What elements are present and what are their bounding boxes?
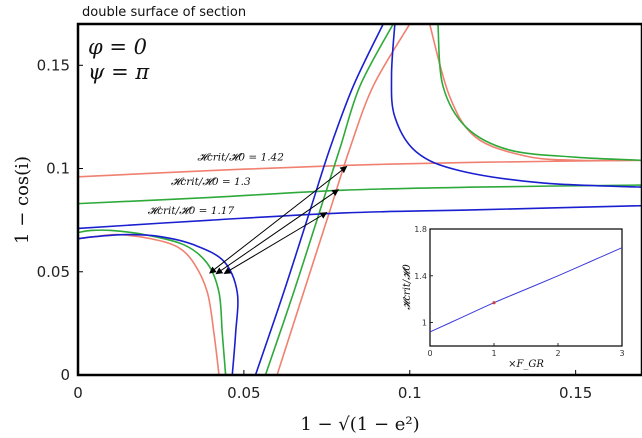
inset-x-tick-label: 2 <box>555 349 560 358</box>
inset-y-tick-label: 1.8 <box>414 225 427 234</box>
series-2-top-right-line <box>390 24 642 188</box>
y-tick-label: 0.15 <box>37 56 70 74</box>
curve-labels: 𝓗crit/𝓗0 = 1.42 𝓗crit/𝓗0 = 1.3 𝓗crit/𝓗0 = … <box>148 151 285 217</box>
x-tick-label: 0.15 <box>559 384 592 402</box>
series-0-diagonal-line <box>276 24 411 375</box>
y-axis-label: 1 − cos(i) <box>12 156 33 244</box>
x-axis-label: 1 − √(1 − e²) <box>300 414 419 435</box>
inset-x-tick-label: 1 <box>491 349 496 358</box>
y-tick-label: 0.1 <box>46 160 70 178</box>
series-1-diagonal-line <box>264 24 394 375</box>
inset-x-label: ×F_GR <box>508 359 544 370</box>
figure-title: double surface of section <box>82 5 246 20</box>
inset-y-tick-label: 1.4 <box>414 272 427 281</box>
curve-label-2: 𝓗crit/𝓗0 = 1.17 <box>148 205 235 217</box>
series-1-separatrix-line <box>78 184 642 205</box>
x-tick-label: 0.05 <box>227 384 260 402</box>
double-arrow-1 <box>215 189 340 275</box>
series-0-left-lobe-line <box>78 233 220 375</box>
param-phi: φ = 0 <box>88 35 147 59</box>
inset-y-tick-label: 1 <box>422 319 427 328</box>
double-arrow-2 <box>223 212 328 274</box>
series-0-separatrix-line <box>78 159 642 178</box>
x-tick-label: 0 <box>73 384 83 402</box>
plot-frame <box>76 22 642 377</box>
inset-x-tick-label: 0 <box>427 349 432 358</box>
series-2-left-lobe-line <box>78 233 239 375</box>
inset-chart: 0 1 2 3 1 1.4 1.8 ×F_GR 𝓗crit/𝓗0 <box>402 225 625 370</box>
series-0-top-right-line <box>428 24 642 162</box>
y-tick-label: 0 <box>60 366 70 384</box>
curve-label-1: 𝓗crit/𝓗0 = 1.3 <box>171 176 251 188</box>
series-1-left-lobe-line <box>78 229 227 375</box>
inset-line <box>429 247 623 333</box>
x-tick-label: 0.1 <box>398 384 422 402</box>
curve-label-0: 𝓗crit/𝓗0 = 1.42 <box>197 151 284 163</box>
inset-y-label: 𝓗crit/𝓗0 <box>402 264 413 310</box>
inset-marker <box>492 301 496 305</box>
inset-frame <box>429 228 623 347</box>
inset-content: 0 1 2 3 1 1.4 1.8 <box>414 225 624 358</box>
param-psi: ψ = π <box>88 60 150 84</box>
arrows-layer <box>209 166 348 275</box>
inset-x-tick-label: 3 <box>619 349 624 358</box>
series-1-top-right-line <box>437 24 642 162</box>
y-tick-label: 0.05 <box>37 263 70 281</box>
axis-ticks: 0 0.05 0.1 0.15 0 0.05 0.1 0.15 <box>37 56 593 402</box>
